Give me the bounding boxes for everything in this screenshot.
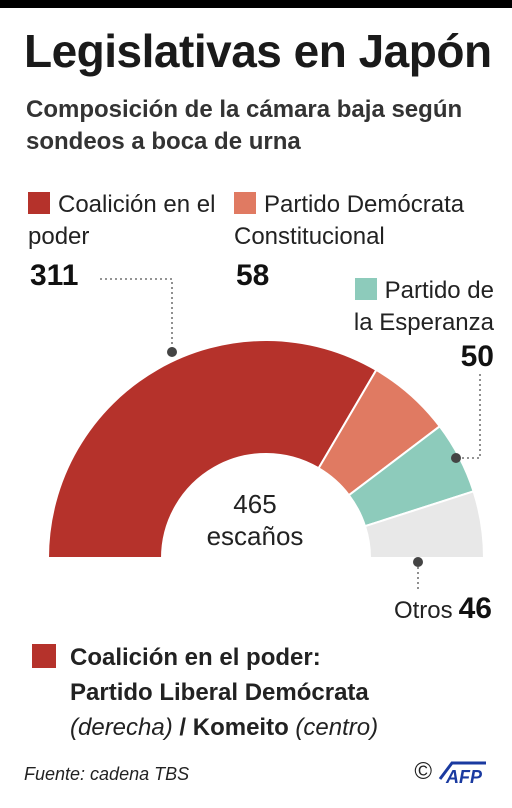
note-swatch — [32, 644, 56, 668]
seat-value-coalicion: 311 — [30, 259, 79, 292]
source-credit: Fuente: cadena TBS — [24, 764, 190, 784]
legend-label-otros: Otros — [393, 597, 453, 624]
note-separator: / — [179, 714, 187, 741]
note-orientation-komeito: (centro) — [295, 714, 379, 741]
legend-label-esperanza: Partido de la Esperanza — [353, 277, 494, 336]
leader-dot-otros — [413, 557, 423, 567]
note-orientation-ldp: (derecha) — [70, 714, 173, 741]
afp-logo-icon: AFP — [438, 761, 486, 785]
total-seats-label: escaños — [206, 521, 304, 551]
seat-value-cdp: 58 — [236, 259, 270, 292]
legend-label-cdp: Partido Demócrata Constitucional — [234, 191, 465, 250]
leader-line-esperanza — [456, 374, 481, 459]
legend-cdp: Partido Demócrata Constitucional — [234, 189, 496, 253]
legend-swatch-coalicion — [28, 192, 50, 214]
legend-esperanza: Partido de la Esperanza — [344, 275, 494, 339]
arc-segment-1 — [46, 339, 378, 559]
chart-title: Legislativas en Japón — [24, 25, 492, 77]
svg-text:AFP: AFP — [445, 767, 483, 785]
leader-dot-coalition — [167, 347, 177, 357]
chart-subtitle: Composición de la cámara baja según sond… — [26, 96, 463, 155]
leader-line-coalition — [100, 278, 173, 350]
copyright-icon: © — [414, 758, 432, 785]
leader-dot-esperanza — [451, 453, 461, 463]
coalition-note: Coalición en el poder: Partido Liberal D… — [32, 640, 492, 745]
note-party-komeito: Komeito — [192, 714, 289, 741]
note-party-ldp: Partido Liberal Demócrata — [70, 679, 369, 706]
note-heading: Coalición en el poder: — [70, 644, 321, 671]
legend-swatch-esperanza — [354, 278, 377, 300]
seat-value-otros: 46 — [458, 592, 492, 625]
arc-segment-4 — [363, 490, 486, 559]
legend-swatch-cdp — [234, 192, 256, 214]
afp-logo: © AFP — [414, 758, 488, 786]
total-seats-number: 465 — [233, 489, 277, 519]
seat-value-esperanza: 50 — [460, 340, 494, 373]
legend-otros: Otros 46 — [394, 592, 492, 626]
legend-coalicion: Coalición en el poder — [28, 189, 218, 253]
legend-label-coalicion: Coalición en el poder — [28, 191, 216, 250]
top-bar — [0, 0, 512, 8]
total-seats: 465 escaños — [175, 488, 335, 552]
